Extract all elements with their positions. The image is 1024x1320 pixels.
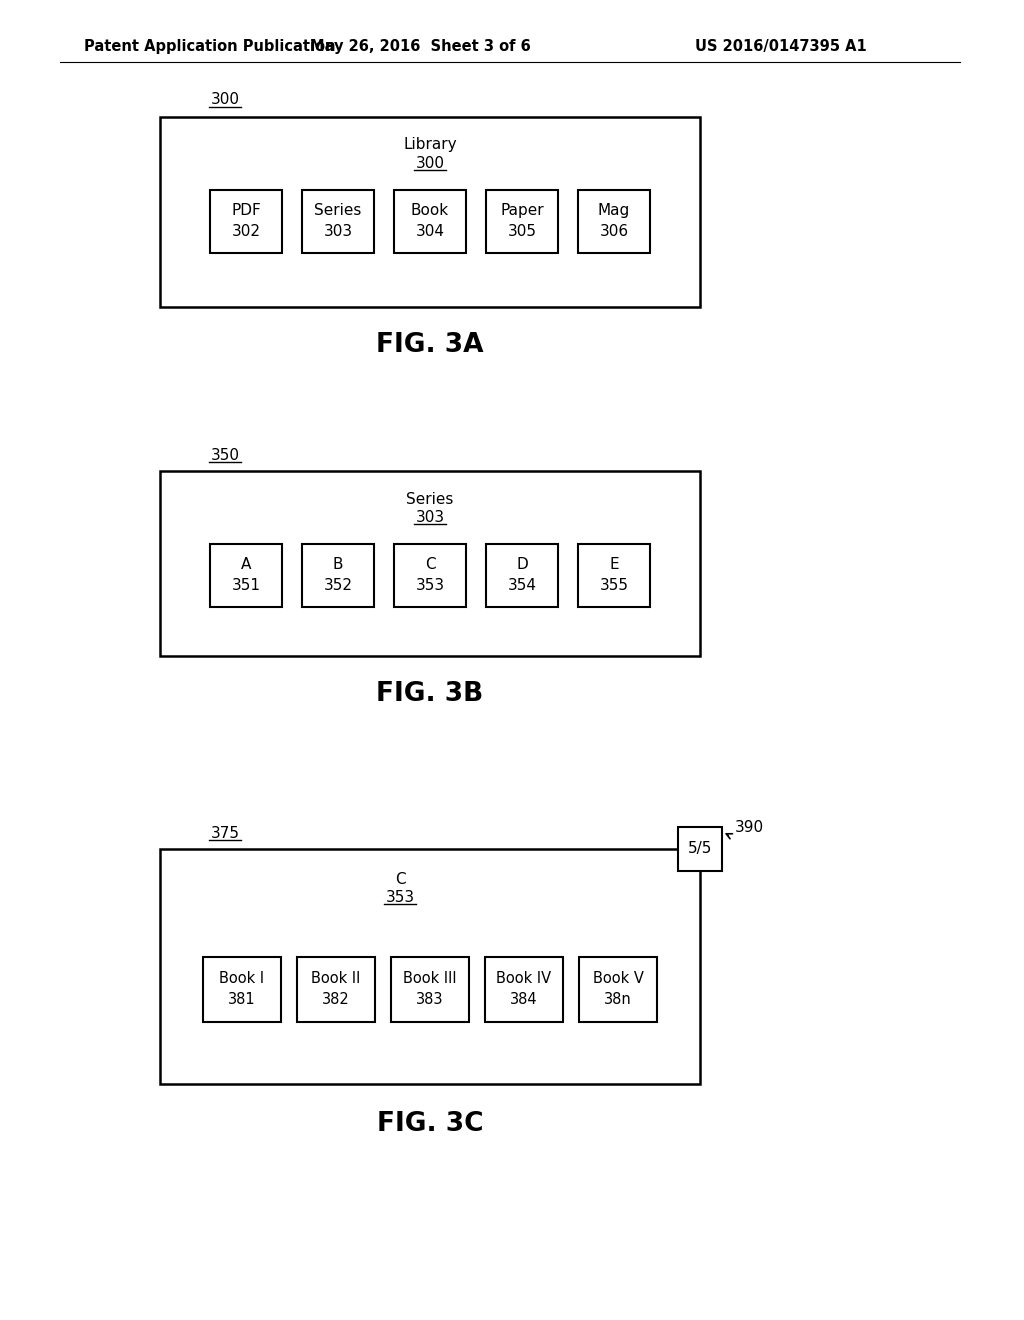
Text: May 26, 2016  Sheet 3 of 6: May 26, 2016 Sheet 3 of 6	[309, 40, 530, 54]
Bar	[486, 544, 558, 607]
Text: 381: 381	[228, 993, 256, 1007]
Bar	[394, 544, 466, 607]
Text: 303: 303	[416, 510, 444, 524]
Text: 351: 351	[231, 578, 260, 593]
Bar	[160, 471, 700, 656]
Text: 300: 300	[416, 156, 444, 170]
Text: Series: Series	[407, 491, 454, 507]
Bar	[678, 828, 722, 871]
Text: 390: 390	[735, 821, 764, 836]
Text: FIG. 3C: FIG. 3C	[377, 1111, 483, 1137]
Text: 354: 354	[508, 578, 537, 593]
Text: 384: 384	[510, 993, 538, 1007]
Text: Paper: Paper	[500, 203, 544, 218]
Text: 306: 306	[599, 224, 629, 239]
Text: 383: 383	[416, 993, 443, 1007]
Bar	[302, 190, 374, 253]
Text: Book IV: Book IV	[497, 972, 552, 986]
Text: Book: Book	[411, 203, 450, 218]
Bar	[302, 544, 374, 607]
Text: PDF: PDF	[231, 203, 261, 218]
Bar	[578, 190, 650, 253]
Text: Library: Library	[403, 137, 457, 153]
Text: A: A	[241, 557, 251, 572]
Text: 302: 302	[231, 224, 260, 239]
Bar	[486, 190, 558, 253]
Text: Patent Application Publication: Patent Application Publication	[84, 40, 336, 54]
Bar	[578, 544, 650, 607]
Bar	[297, 957, 375, 1022]
Bar	[203, 957, 281, 1022]
Text: FIG. 3B: FIG. 3B	[377, 681, 483, 708]
Text: 352: 352	[324, 578, 352, 593]
Bar	[160, 117, 700, 308]
Text: B: B	[333, 557, 343, 572]
Text: 353: 353	[385, 890, 415, 904]
Bar	[210, 544, 282, 607]
Text: D: D	[516, 557, 528, 572]
Text: 353: 353	[416, 578, 444, 593]
Text: 38n: 38n	[604, 993, 632, 1007]
Text: Mag: Mag	[598, 203, 630, 218]
Text: C: C	[425, 557, 435, 572]
Text: Book III: Book III	[403, 972, 457, 986]
Text: C: C	[394, 871, 406, 887]
Bar	[160, 849, 700, 1084]
Text: 5/5: 5/5	[688, 842, 712, 857]
Text: FIG. 3A: FIG. 3A	[376, 333, 483, 358]
Bar	[391, 957, 469, 1022]
Text: US 2016/0147395 A1: US 2016/0147395 A1	[695, 40, 866, 54]
Text: Book II: Book II	[311, 972, 360, 986]
Bar	[394, 190, 466, 253]
Text: 305: 305	[508, 224, 537, 239]
Text: 375: 375	[211, 825, 240, 841]
Text: 303: 303	[324, 224, 352, 239]
Text: 350: 350	[211, 447, 240, 462]
Text: 382: 382	[323, 993, 350, 1007]
Text: E: E	[609, 557, 618, 572]
Text: Book V: Book V	[593, 972, 643, 986]
Bar	[579, 957, 657, 1022]
Text: 300: 300	[211, 92, 240, 107]
Bar	[210, 190, 282, 253]
Bar	[485, 957, 563, 1022]
Text: 355: 355	[599, 578, 629, 593]
Text: 304: 304	[416, 224, 444, 239]
Text: Book I: Book I	[219, 972, 264, 986]
Text: Series: Series	[314, 203, 361, 218]
